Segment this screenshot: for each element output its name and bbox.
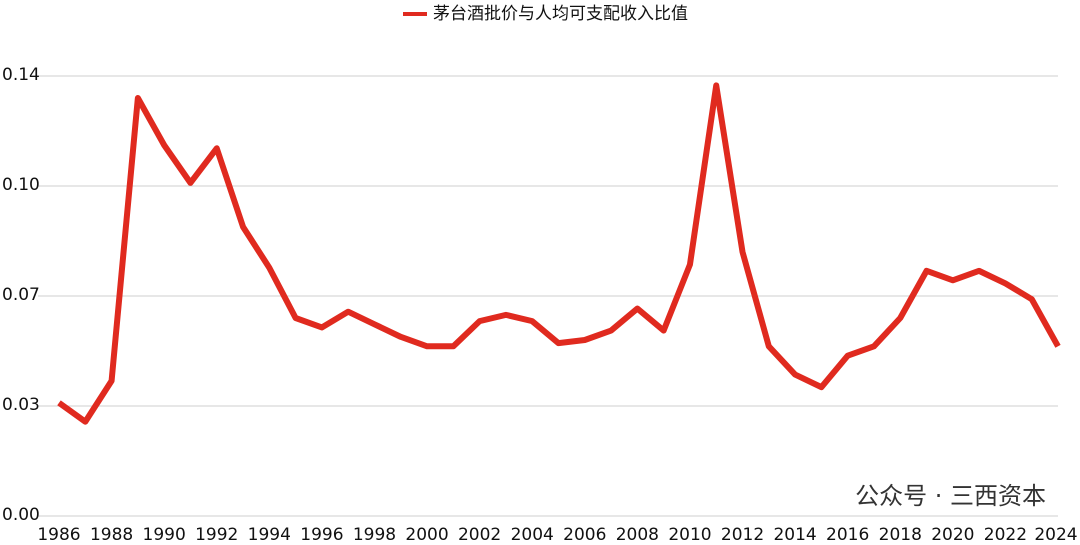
x-tick-label: 2022: [984, 525, 1027, 545]
x-tick-label: 2012: [721, 525, 764, 545]
x-tick-label: 2000: [405, 525, 448, 545]
x-tick-label: 2016: [826, 525, 869, 545]
x-tick-label: 2020: [931, 525, 974, 545]
x-tick-label: 2002: [458, 525, 501, 545]
legend-label: 茅台酒批价与人均可支配收入比值: [433, 4, 688, 24]
x-tick-label: 2010: [668, 525, 711, 545]
x-tick-label: 1990: [143, 525, 186, 545]
x-tick-label: 1996: [300, 525, 343, 545]
x-tick-label: 1998: [353, 525, 396, 545]
x-tick-label: 2024: [1034, 525, 1077, 545]
x-tick-label: 1994: [248, 525, 291, 545]
watermark: 公众号 · 三西资本: [855, 482, 1046, 510]
y-tick-label: 0.03: [2, 395, 40, 415]
data-line: [57, 82, 1061, 425]
x-tick-label: 2008: [616, 525, 659, 545]
x-tick-label: 1988: [90, 525, 133, 545]
x-tick-label: 2006: [563, 525, 606, 545]
x-tick-label: 2014: [773, 525, 816, 545]
y-tick-label: 0.14: [2, 65, 40, 85]
y-tick-label: 0.10: [2, 175, 40, 195]
x-tick-label: 2004: [511, 525, 554, 545]
x-tick-label: 2018: [879, 525, 922, 545]
y-tick-label: 0.00: [2, 505, 40, 525]
y-tick-label: 0.07: [2, 285, 40, 305]
x-tick-label: 1992: [195, 525, 238, 545]
x-tick-label: 1986: [37, 525, 80, 545]
